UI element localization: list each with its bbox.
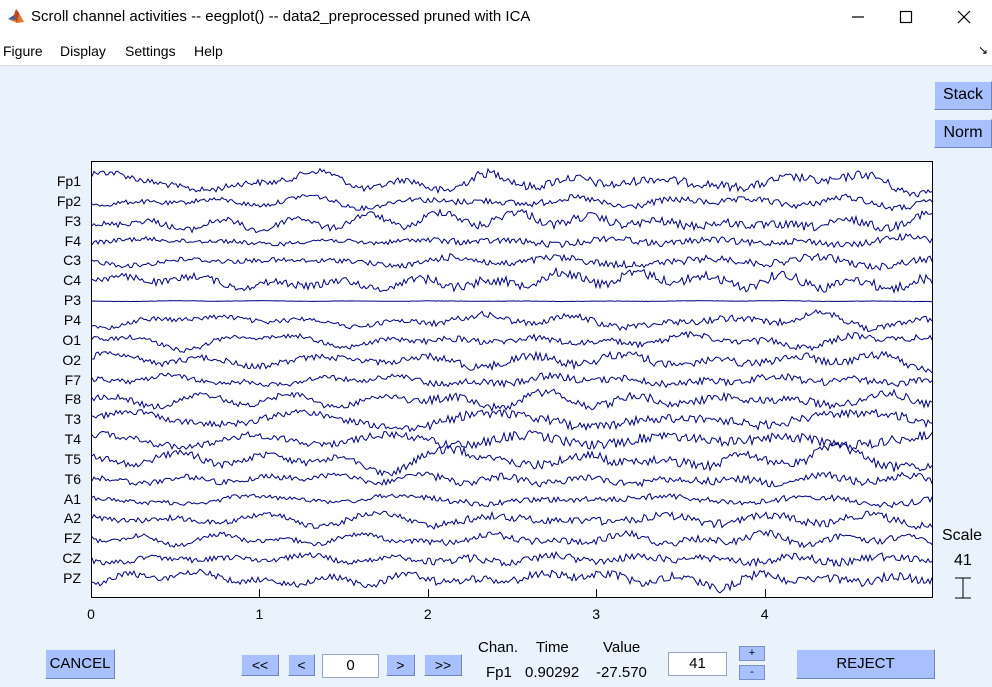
channel-label-o1: O1 (62, 331, 81, 348)
eeg-plot-area[interactable] (91, 161, 933, 598)
scale-input[interactable]: 41 (668, 652, 727, 676)
channel-label-t3: T3 (64, 411, 81, 428)
trace-p4 (92, 309, 932, 333)
channel-label-a1: A1 (63, 490, 81, 507)
value-readout: -27.570 (596, 664, 647, 681)
channel-label-f4: F4 (64, 232, 81, 249)
position-input[interactable]: 0 (322, 654, 379, 678)
close-icon (957, 10, 971, 24)
channel-label-fp2: Fp2 (56, 192, 81, 209)
channel-label-c3: C3 (63, 252, 81, 269)
trace-t6 (92, 471, 932, 488)
prev-page-button[interactable]: < (288, 654, 315, 676)
x-tick-mark (596, 589, 598, 597)
trace-a2 (92, 510, 932, 530)
menu-figure[interactable]: Figure (3, 43, 43, 59)
trace-p3 (92, 299, 932, 303)
first-page-button[interactable]: << (241, 654, 279, 676)
trace-c3 (92, 252, 932, 272)
trace-f8 (92, 388, 932, 413)
trace-t4 (92, 429, 932, 451)
time-readout: 0.90292 (525, 664, 580, 681)
scale-increase-button[interactable]: + (739, 646, 765, 661)
trace-pz (92, 568, 932, 594)
channel-label-p4: P4 (63, 311, 81, 328)
trace-f7 (92, 371, 932, 389)
channel-label-c4: C4 (63, 272, 81, 289)
stack-button[interactable]: Stack (934, 81, 992, 110)
value-label: Value (603, 639, 641, 656)
minimize-icon (852, 16, 864, 18)
x-tick-label: 2 (423, 606, 432, 622)
menu-help[interactable]: Help (194, 43, 223, 59)
trace-o2 (92, 350, 932, 374)
x-tick-label: 0 (87, 606, 95, 622)
channel-label-cz: CZ (62, 550, 81, 567)
trace-a1 (92, 492, 932, 509)
maximize-icon (899, 10, 913, 24)
window-title: Scroll channel activities -- eegplot() -… (31, 8, 531, 25)
channel-label-t6: T6 (64, 470, 81, 487)
trace-c4 (92, 266, 932, 294)
channel-label-o2: O2 (62, 351, 81, 368)
channel-label-f8: F8 (64, 391, 81, 408)
maximize-button[interactable] (883, 0, 929, 34)
channel-label-p3: P3 (63, 292, 81, 309)
trace-cz (92, 550, 932, 568)
channel-label-t5: T5 (64, 450, 81, 467)
minimize-button[interactable] (835, 0, 881, 34)
menu-display[interactable]: Display (60, 43, 106, 59)
title-bar: Scroll channel activities -- eegplot() -… (0, 0, 992, 34)
trace-f3 (92, 208, 932, 234)
x-tick-mark (427, 589, 429, 597)
next-page-button[interactable]: > (386, 654, 415, 676)
trace-fz (92, 529, 932, 549)
x-tick-mark (91, 589, 92, 597)
scale-bar-icon (955, 577, 971, 599)
norm-button[interactable]: Norm (934, 119, 992, 148)
x-tick-label: 4 (760, 606, 769, 622)
trace-fp1 (92, 167, 932, 198)
x-tick-mark (764, 589, 766, 597)
trace-t5 (92, 441, 932, 477)
matlab-icon (8, 9, 24, 23)
channel-label-fz: FZ (63, 530, 81, 547)
channel-label-f3: F3 (64, 212, 81, 229)
cancel-button[interactable]: CANCEL (45, 649, 115, 679)
trace-f4 (92, 232, 932, 249)
menu-settings[interactable]: Settings (125, 43, 176, 59)
x-tick-mark (259, 589, 261, 597)
chan-readout: Fp1 (486, 664, 512, 681)
trace-o1 (92, 330, 932, 354)
channel-label-f7: F7 (64, 371, 81, 388)
menu-bar: Figure Display Settings Help ↘ (0, 34, 992, 66)
eeg-traces (92, 167, 932, 594)
channel-label-t4: T4 (64, 431, 81, 448)
scale-decrease-button[interactable]: - (739, 665, 765, 680)
reject-button[interactable]: REJECT (796, 649, 935, 679)
channel-label-fp1: Fp1 (56, 173, 81, 189)
trace-t3 (92, 408, 932, 433)
trace-fp2 (92, 193, 932, 212)
x-tick-label: 3 (592, 606, 601, 622)
chan-label: Chan. (478, 639, 519, 656)
last-page-button[interactable]: >> (424, 654, 462, 676)
close-button[interactable] (941, 0, 987, 34)
channel-label-pz: PZ (63, 570, 81, 586)
channel-label-a2: A2 (63, 510, 81, 527)
scale-value: 41 (954, 552, 972, 569)
dock-arrow-icon[interactable]: ↘ (977, 43, 988, 57)
time-label: Time (536, 639, 569, 656)
x-tick-label: 1 (255, 606, 264, 622)
scale-title: Scale (942, 527, 983, 544)
